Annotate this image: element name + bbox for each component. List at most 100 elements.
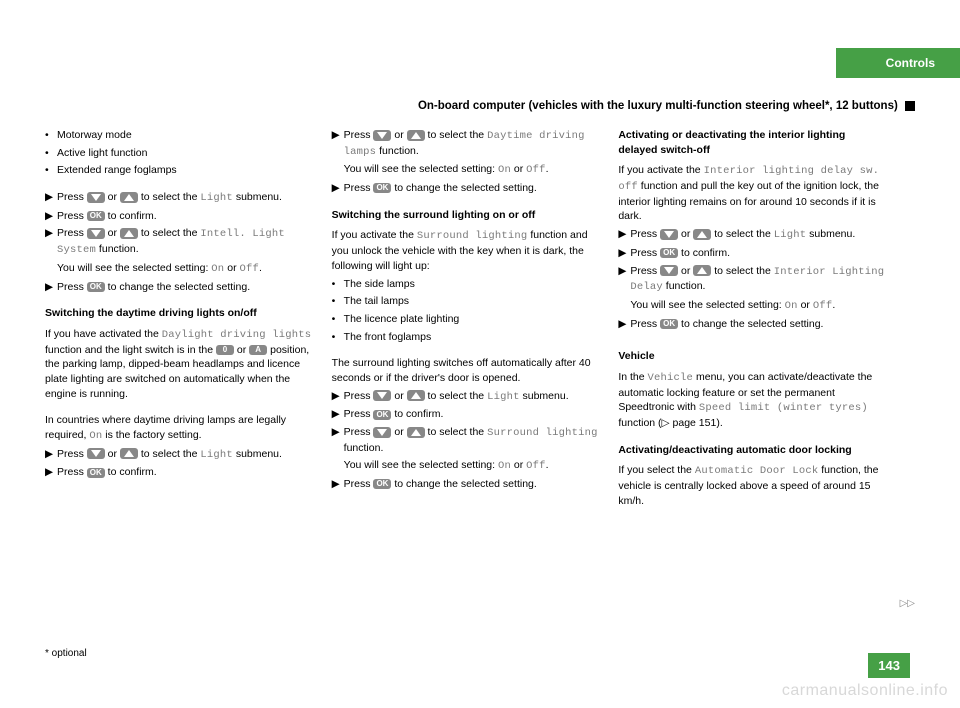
step-text: Press OK to change the selected setting. [57, 280, 312, 295]
down-icon [660, 229, 678, 240]
step-text: Press OK to confirm. [57, 209, 312, 224]
ok-key-icon: OK [373, 183, 391, 193]
ok-key-icon: OK [87, 468, 105, 478]
step-text: Press OK to confirm. [630, 246, 885, 261]
down-icon [373, 130, 391, 141]
step-item: ▶Press OK to change the selected setting… [45, 280, 312, 295]
step-item: ▶Press OK to change the selected setting… [618, 317, 885, 332]
step-text: Press OK to change the selected setting. [344, 477, 599, 492]
bullet-icon: • [45, 146, 57, 161]
list-item-text: Extended range foglamps [57, 163, 312, 178]
step-text: Press OK to confirm. [57, 465, 312, 480]
step-note: You will see the selected setting: On or… [630, 298, 885, 314]
header-tab: Controls [836, 48, 960, 78]
step-icon: ▶ [332, 407, 344, 422]
step-text: Press or to select the Surround lighting… [344, 425, 599, 455]
menu-name: Surround lighting [417, 230, 528, 242]
step-icon: ▶ [332, 477, 344, 492]
step-item: ▶Press OK to confirm. [45, 209, 312, 224]
list-item: •The tail lamps [332, 294, 599, 309]
list-item: •The front foglamps [332, 330, 599, 345]
paragraph: The surround lighting switches off autom… [332, 356, 599, 385]
list-item: •Extended range foglamps [45, 163, 312, 178]
menu-name: Light [200, 449, 233, 461]
step-text: Press OK to confirm. [344, 407, 599, 422]
list-item-text: Active light function [57, 146, 312, 161]
paragraph: If you select the Automatic Door Lock fu… [618, 463, 885, 508]
paragraph: In the Vehicle menu, you can activate/de… [618, 370, 885, 431]
step-icon: ▶ [332, 425, 344, 455]
step-text: Press OK to change the selected setting. [630, 317, 885, 332]
footnote: * optional [45, 648, 87, 659]
list-item: •The licence plate lighting [332, 312, 599, 327]
sub-heading: Switching the surround lighting on or of… [332, 208, 599, 223]
step-icon: ▶ [618, 246, 630, 261]
step-note: You will see the selected setting: On or… [344, 458, 599, 474]
step-text: Press or to select the Interior Lighting… [630, 264, 885, 295]
step-item: ▶Press or to select the Surround lightin… [332, 425, 599, 455]
step-text: Press or to select the Daytime driving l… [344, 128, 599, 159]
bullet-icon: • [45, 128, 57, 143]
step-item: ▶Press OK to confirm. [618, 246, 885, 261]
step-item: ▶Press or to select the Light submenu. [332, 389, 599, 405]
up-icon [693, 265, 711, 276]
step-text: Press or to select the Light submenu. [344, 389, 599, 405]
step-item: ▶Press or to select the Light submenu. [618, 227, 885, 243]
list-item-text: Motorway mode [57, 128, 312, 143]
menu-name: Automatic Door Lock [695, 465, 819, 477]
menu-name: Surround lighting [487, 427, 598, 439]
up-icon [693, 229, 711, 240]
menu-name: Light [487, 391, 520, 403]
column-1: •Motorway mode •Active light function •E… [45, 128, 312, 511]
list-item: •The side lamps [332, 277, 599, 292]
step-item: ▶Press OK to change the selected setting… [332, 181, 599, 196]
paragraph: If you activate the Surround lighting fu… [332, 228, 599, 273]
step-text: Press or to select the Intell. Light Sys… [57, 226, 312, 257]
list-item-text: The side lamps [344, 277, 599, 292]
menu-name: Light [774, 229, 807, 241]
step-item: ▶Press or to select the Interior Lightin… [618, 264, 885, 295]
column-3: Activating or deactivating the interior … [618, 128, 885, 511]
step-text: Press or to select the Light submenu. [630, 227, 885, 243]
a-key-icon: A [249, 345, 267, 355]
ok-key-icon: OK [373, 479, 391, 489]
menu-name: Light [200, 192, 233, 204]
up-icon [407, 427, 425, 438]
bullet-icon: • [332, 294, 344, 309]
up-icon [120, 192, 138, 203]
sub-heading: Activating/deactivating automatic door l… [618, 443, 885, 458]
bullet-icon: • [332, 330, 344, 345]
down-icon [87, 192, 105, 203]
menu-name: Speed limit (winter tyres) [699, 402, 868, 414]
list-item-text: The front foglamps [344, 330, 599, 345]
down-icon [373, 427, 391, 438]
sub-heading: Switching the daytime driving lights on/… [45, 306, 312, 321]
up-icon [120, 228, 138, 239]
ok-key-icon: OK [660, 248, 678, 258]
step-icon: ▶ [45, 465, 57, 480]
step-note: You will see the selected setting: On or… [57, 261, 312, 277]
menu-name: Vehicle [648, 372, 694, 384]
list-item-text: The licence plate lighting [344, 312, 599, 327]
paragraph: If you activate the Interior lighting de… [618, 163, 885, 224]
ok-key-icon: OK [87, 282, 105, 292]
step-text: Press or to select the Light submenu. [57, 447, 312, 463]
step-text: Press OK to change the selected setting. [344, 181, 599, 196]
step-item: ▶Press or to select the Daytime driving … [332, 128, 599, 159]
section-title: On-board computer (vehicles with the lux… [0, 100, 915, 112]
paragraph: In countries where daytime driving lamps… [45, 413, 312, 443]
page-number: 143 [868, 653, 910, 678]
zero-key-icon: 0 [216, 345, 234, 355]
list-item-text: The tail lamps [344, 294, 599, 309]
bullet-icon: • [332, 312, 344, 327]
step-icon: ▶ [45, 190, 57, 206]
step-icon: ▶ [45, 209, 57, 224]
step-item: ▶Press or to select the Intell. Light Sy… [45, 226, 312, 257]
step-item: ▶Press OK to confirm. [45, 465, 312, 480]
section-title-text: On-board computer (vehicles with the lux… [418, 100, 898, 112]
step-item: ▶Press OK to change the selected setting… [332, 477, 599, 492]
list-item: •Active light function [45, 146, 312, 161]
step-icon: ▶ [332, 128, 344, 159]
step-icon: ▶ [332, 389, 344, 405]
step-item: ▶Press OK to confirm. [332, 407, 599, 422]
